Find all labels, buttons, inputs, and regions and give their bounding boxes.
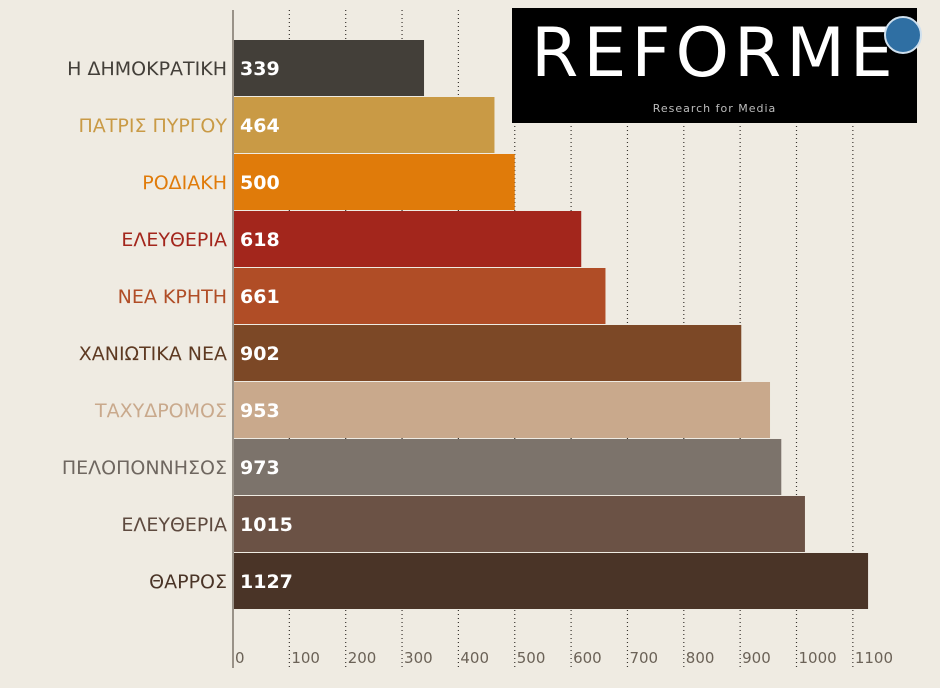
reforme-logo: REFORME Research for Media (512, 8, 917, 123)
bar (234, 382, 771, 438)
x-tick-label: 1100 (855, 649, 893, 667)
data-label: 1015 (240, 514, 293, 536)
bar (234, 553, 869, 609)
bar (234, 40, 425, 96)
category-label: ΡΟΔΙΑΚΗ (142, 172, 227, 194)
x-tick-label: 700 (629, 649, 658, 667)
bar (234, 439, 782, 495)
logo-subtitle: Research for Media (652, 102, 777, 115)
data-label: 464 (240, 115, 280, 137)
category-label: ΘΑΡΡΟΣ (149, 571, 227, 593)
x-tick-label: 1000 (799, 649, 837, 667)
logo-title: REFORME (531, 14, 898, 93)
category-label: ΝΕΑ ΚΡΗΤΗ (118, 286, 227, 308)
x-tick-label: 200 (348, 649, 377, 667)
data-label: 500 (240, 172, 280, 194)
bar (234, 496, 805, 552)
x-tick-label: 100 (291, 649, 320, 667)
x-tick-label: 0 (235, 649, 245, 667)
x-tick-label: 900 (742, 649, 771, 667)
category-label: ΧΑΝΙΩΤΙΚΑ ΝΕΑ (79, 343, 227, 365)
data-label: 973 (240, 457, 280, 479)
category-label: ΤΑΧΥΔΡΟΜΟΣ (94, 400, 227, 422)
category-label: ΕΛΕΥΘΕΡΙΑ (121, 229, 227, 251)
bar (234, 211, 582, 267)
bar (234, 154, 515, 210)
x-tick-label: 400 (460, 649, 489, 667)
bar (234, 268, 606, 324)
category-label: ΕΛΕΥΘΕΡΙΑ (121, 514, 227, 536)
category-label: ΠΑΤΡΙΣ ΠΥΡΓΟΥ (79, 115, 228, 137)
data-label: 661 (240, 286, 280, 308)
data-label: 953 (240, 400, 280, 422)
data-label: 339 (240, 58, 280, 80)
bar (234, 97, 495, 153)
x-tick-label: 300 (404, 649, 433, 667)
hand-icon (884, 16, 922, 54)
x-tick-label: 800 (686, 649, 715, 667)
x-tick-label: 500 (517, 649, 546, 667)
bar (234, 325, 742, 381)
data-label: 1127 (240, 571, 293, 593)
data-label: 902 (240, 343, 280, 365)
category-label: Η ΔΗΜΟΚΡΑΤΙΚΗ (67, 58, 227, 80)
data-label: 618 (240, 229, 280, 251)
category-label: ΠΕΛΟΠΟΝΝΗΣΟΣ (62, 457, 227, 479)
x-tick-label: 600 (573, 649, 602, 667)
